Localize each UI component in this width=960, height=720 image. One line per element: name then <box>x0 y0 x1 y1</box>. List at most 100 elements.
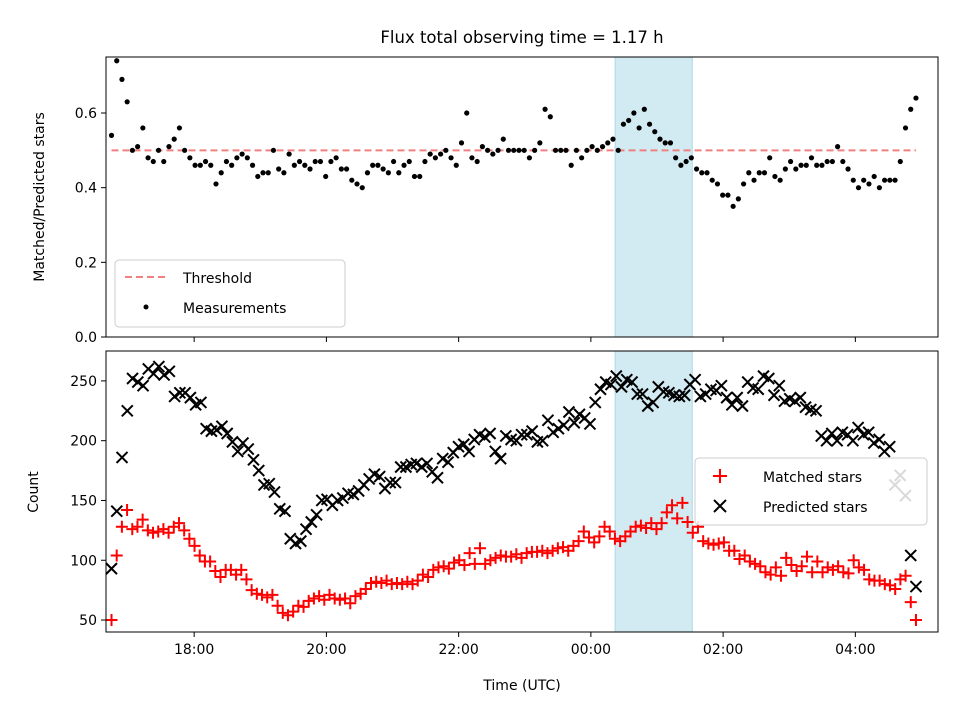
predicted-point <box>121 404 134 417</box>
matched-point <box>520 547 533 560</box>
measurement-point <box>354 181 360 187</box>
measurement-point <box>443 147 449 153</box>
measurement-point <box>312 158 318 165</box>
matched-point <box>494 549 507 562</box>
predicted-point <box>589 396 602 409</box>
matched-point <box>837 566 850 579</box>
predicted-point <box>499 429 513 443</box>
measurement-point <box>343 166 350 172</box>
measurement-point <box>798 162 804 168</box>
measurement-point <box>390 158 397 165</box>
measurement-point <box>453 162 459 168</box>
predicted-point <box>610 369 623 383</box>
matched-point <box>463 547 476 560</box>
matched-point <box>697 535 710 548</box>
measurement-point <box>626 117 632 124</box>
matched-point <box>448 556 461 569</box>
matched-point <box>147 526 160 539</box>
measurement-point <box>714 181 721 187</box>
measurement-point <box>516 147 522 153</box>
predicted-point <box>231 445 244 458</box>
matched-point <box>863 573 876 586</box>
measurement-point <box>772 173 778 180</box>
measurement-point <box>751 177 757 183</box>
predicted-point <box>494 452 507 465</box>
measurement-point <box>464 110 470 116</box>
measurement-point <box>563 147 569 153</box>
measurement-point <box>573 147 580 153</box>
matched-point <box>240 573 253 586</box>
measurement-point <box>234 155 240 161</box>
predicted-point <box>194 396 208 409</box>
matched-point <box>432 561 445 574</box>
predicted-point <box>767 389 781 402</box>
legend-predicted-swatch <box>713 499 727 513</box>
matched-point <box>754 560 767 573</box>
predicted-point <box>305 515 318 529</box>
measurement-point <box>740 181 747 187</box>
measurement-point <box>793 166 799 172</box>
measurement-point <box>359 185 365 191</box>
predicted-point <box>168 390 181 403</box>
measurement-point <box>526 155 533 161</box>
matched-point <box>743 555 756 568</box>
matched-point <box>390 576 403 589</box>
y-tick-label: 0.6 <box>75 106 97 122</box>
predicted-point <box>462 445 476 458</box>
measurement-point <box>568 162 574 168</box>
measurement-point <box>782 166 788 172</box>
predicted-point <box>636 387 649 401</box>
matched-point <box>214 570 227 583</box>
measurement-point <box>537 140 543 146</box>
y-axis-label-ratio: Matched/Predicted stars <box>32 112 48 282</box>
predicted-point <box>268 485 281 499</box>
matched-point <box>728 544 741 557</box>
measurement-point <box>474 158 480 165</box>
matched-point <box>806 566 819 579</box>
matched-point <box>671 512 684 525</box>
measurement-point <box>385 170 391 176</box>
measurement-point <box>438 151 444 157</box>
measurement-point <box>500 136 506 142</box>
measurement-point <box>150 158 156 165</box>
measurement-point <box>396 170 402 176</box>
legend-measurements-label: Measurements <box>183 301 286 317</box>
predicted-point <box>904 549 917 562</box>
measurement-point <box>730 203 736 209</box>
plot-frame-bottom <box>105 350 939 633</box>
measurement-point <box>197 162 203 168</box>
predicted-point <box>762 372 775 385</box>
matched-point <box>411 574 424 587</box>
predicted-point <box>226 435 239 449</box>
predicted-point <box>536 434 549 447</box>
matched-point <box>764 568 777 581</box>
legend-predicted-label: Predicted stars <box>763 500 868 516</box>
ratio-panel: 0.0 0.2 0.4 0.6 Matched/Predicted stars Thr… <box>32 56 939 346</box>
measurement-point <box>302 162 308 168</box>
matched-point <box>256 588 269 601</box>
predicted-point <box>567 416 581 429</box>
predicted-point <box>420 457 434 470</box>
predicted-point <box>105 562 118 575</box>
predicted-point <box>541 414 555 427</box>
predicted-point <box>278 505 292 518</box>
measurement-point <box>260 170 266 176</box>
measurement-point <box>882 177 888 183</box>
measurement-point <box>657 136 663 142</box>
matched-point <box>427 563 440 576</box>
matched-point <box>484 554 497 567</box>
matched-point <box>349 590 362 603</box>
predicted-point <box>415 460 428 474</box>
matched-point <box>889 582 902 595</box>
measurement-point <box>610 136 616 142</box>
measurement-point <box>505 147 512 153</box>
measurement-point <box>171 136 177 142</box>
matched-point <box>546 544 559 557</box>
measurement-point <box>229 162 235 168</box>
predicted-point <box>557 418 570 432</box>
measurement-point <box>495 147 501 153</box>
predicted-point <box>478 430 492 444</box>
measurement-point <box>317 158 324 165</box>
matched-point <box>821 561 834 574</box>
legend-measurements-swatch <box>143 304 149 310</box>
